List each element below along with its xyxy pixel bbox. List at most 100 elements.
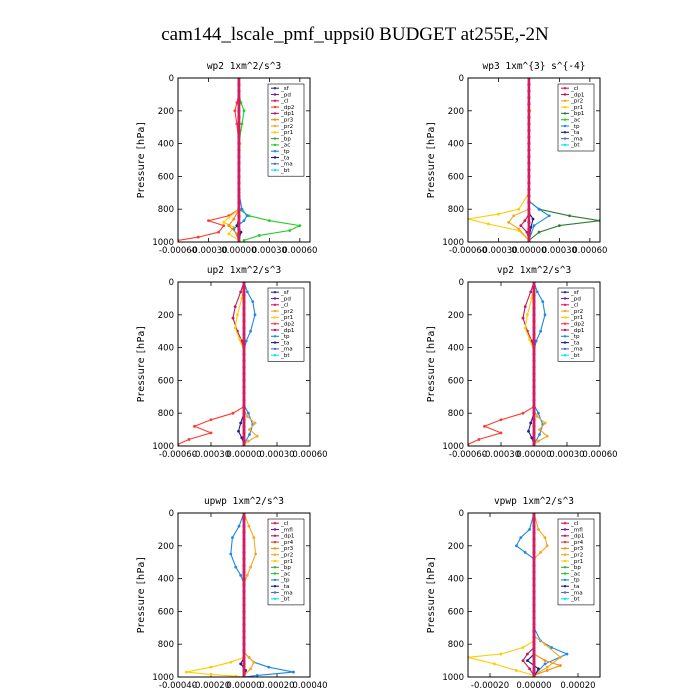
- y-axis-label: Pressure [hPa]: [136, 557, 147, 634]
- series-point: [527, 181, 531, 185]
- y-tick-label: 600: [158, 172, 174, 182]
- series-group: [178, 78, 302, 242]
- series-point: [237, 102, 241, 106]
- series-point: [527, 168, 531, 172]
- legend-label: _ta: [570, 130, 579, 136]
- legend-marker: [563, 124, 567, 128]
- series-point: [532, 636, 536, 640]
- panel-5: upwp 1xm^2/s^3 Pressure [hPa] 0 200 400 600 80…: [136, 496, 328, 691]
- legend-marker: [563, 341, 567, 344]
- y-tick-label: 200: [448, 542, 464, 552]
- series-point: [527, 155, 531, 159]
- y-tick-label: 1000: [152, 238, 174, 248]
- series-point: [535, 415, 539, 418]
- legend-label: _ma: [570, 347, 583, 353]
- y-tick-label: 200: [448, 107, 464, 117]
- series-point: [237, 214, 241, 218]
- series-point: [242, 616, 246, 620]
- series-line-pr1: [468, 78, 531, 241]
- series-group: [184, 513, 295, 677]
- series-point: [237, 82, 241, 87]
- y-tick-label: 0: [169, 278, 174, 288]
- series-point: [242, 517, 246, 522]
- x-tick-label: 0.00000: [221, 246, 256, 256]
- series-point: [242, 590, 246, 594]
- series-point: [242, 365, 246, 369]
- y-tick-label: 600: [448, 376, 464, 386]
- legend-label: _ta: [280, 155, 289, 161]
- series-point: [532, 411, 536, 415]
- series-point: [527, 220, 531, 224]
- legend-marker: [273, 168, 277, 172]
- legend-marker: [563, 585, 567, 588]
- x-tick-label: 0.00060: [292, 450, 327, 460]
- legend-marker: [273, 566, 277, 569]
- legend-marker: [563, 105, 567, 109]
- legend-marker: [563, 547, 567, 550]
- legend-label: _ma: [570, 136, 583, 142]
- x-tick-label: 0.00030: [252, 246, 287, 256]
- legend-label: _bt: [280, 168, 290, 174]
- series-point: [532, 431, 536, 435]
- legend-label: _pr1: [570, 105, 584, 111]
- series-point: [237, 161, 241, 165]
- series-point: [240, 122, 244, 126]
- legend-label: _ma: [280, 590, 293, 596]
- series-line-pr1: [234, 282, 245, 352]
- legend-label: _dp1: [280, 111, 295, 117]
- legend-label: _ac: [570, 571, 580, 577]
- series-point: [233, 109, 237, 113]
- series-point: [529, 421, 533, 425]
- series-point: [532, 372, 536, 376]
- y-tick-label: 400: [448, 140, 464, 150]
- legend-label: _pr4: [570, 540, 584, 546]
- series-point: [267, 219, 271, 223]
- x-tick-label: 0.00030: [549, 450, 584, 460]
- legend-label: _ta: [280, 340, 289, 346]
- legend-label: _dp1: [570, 328, 585, 334]
- plot-frame: [177, 281, 311, 447]
- y-axis-label: Pressure [hPa]: [426, 122, 437, 199]
- series-line-pr1: [468, 513, 535, 676]
- series-line-pr3: [533, 513, 563, 676]
- series-point: [242, 642, 246, 646]
- series-point: [531, 217, 535, 221]
- series-point: [527, 128, 531, 133]
- legend-marker: [563, 297, 567, 300]
- series-point: [235, 101, 239, 104]
- y-tick-label: 800: [158, 640, 174, 650]
- legend-label: _bt: [570, 597, 580, 603]
- legend-marker: [273, 347, 277, 351]
- legend-label: _pd: [280, 92, 291, 98]
- legend-marker: [273, 547, 277, 550]
- series-point: [237, 220, 241, 224]
- series-point: [532, 570, 536, 574]
- y-tick-label: 400: [448, 575, 464, 585]
- y-tick-label: 800: [448, 205, 464, 215]
- series-point: [527, 82, 531, 87]
- series-point: [532, 300, 536, 304]
- series-point: [237, 135, 241, 139]
- series-point: [231, 316, 235, 320]
- legend-label: _sf: [280, 86, 290, 92]
- legend-label: _bp: [280, 136, 291, 142]
- y-tick-label: 800: [158, 409, 174, 419]
- legend-marker: [273, 131, 277, 134]
- x-tick-label: 0.00040: [292, 681, 327, 691]
- series-point: [227, 224, 231, 228]
- plot-frame: [467, 281, 601, 447]
- series-point: [537, 411, 540, 415]
- series-point: [267, 665, 271, 669]
- legend-label: _pr1: [280, 315, 294, 321]
- series-point: [245, 214, 249, 218]
- legend-label: _dp2: [280, 322, 294, 328]
- series-point: [242, 326, 246, 330]
- legend-label: _dp1: [280, 534, 295, 540]
- legend-marker: [563, 566, 567, 569]
- series-point: [242, 583, 246, 587]
- series-point: [234, 674, 238, 677]
- series-point: [527, 201, 531, 205]
- legend-marker: [273, 112, 277, 115]
- x-tick-label: -0.00030: [479, 246, 517, 256]
- x-tick-label: 0.00000: [511, 246, 546, 256]
